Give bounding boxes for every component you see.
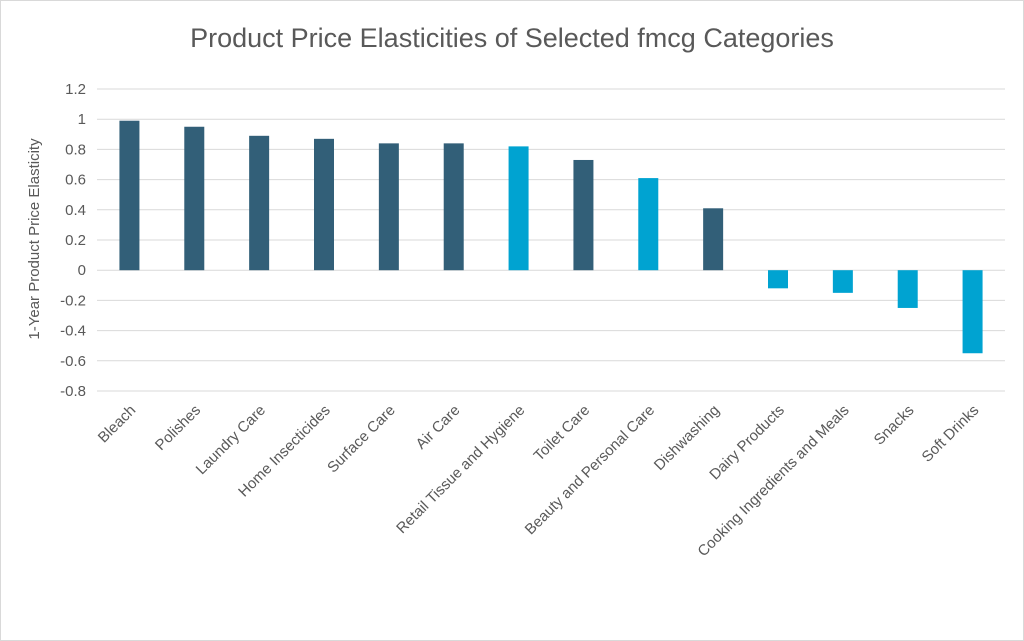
bar: [768, 270, 788, 289]
gridlines: [97, 88, 1005, 392]
bar: [443, 143, 464, 271]
x-category-label: Soft Drinks: [919, 402, 983, 466]
x-category-label: Bleach: [95, 402, 139, 446]
y-axis-ticks: 1.2 1 0.8 0.6 0.4 0.2 0 -0.2 -0.4 -0.6 -0.8: [60, 81, 86, 400]
y-tick-label: -0.8: [60, 383, 86, 400]
bar: [249, 135, 270, 271]
y-tick-label: 0: [78, 262, 86, 279]
y-tick-label: 1.2: [65, 81, 86, 98]
chart-title: Product Price Elasticities of Selected f…: [190, 23, 834, 53]
x-category-label: Polishes: [152, 402, 204, 454]
y-tick-label: 0.6: [65, 172, 86, 189]
x-category-label: Surface Care: [324, 402, 399, 477]
bar: [638, 178, 659, 271]
x-category-label: Beauty and Personal Care: [522, 402, 658, 538]
bar: [573, 159, 594, 271]
bar: [897, 270, 918, 308]
x-category-label: Dishwashing: [651, 402, 723, 474]
bar: [962, 270, 983, 354]
y-tick-label: 0.8: [65, 141, 86, 158]
y-tick-label: 0.2: [65, 232, 86, 249]
bar: [314, 138, 334, 271]
bar: [378, 143, 399, 271]
x-category-label: Snacks: [871, 402, 918, 449]
bar: [508, 146, 529, 271]
y-tick-label: -0.6: [60, 353, 86, 370]
bar: [184, 126, 205, 271]
x-category-label: Air Care: [413, 402, 464, 453]
y-tick-label: 1: [78, 111, 86, 128]
bar: [832, 270, 853, 293]
x-category-label: Retail Tissue and Hygiene: [393, 402, 528, 537]
y-tick-label: -0.4: [60, 323, 86, 340]
bars: [119, 120, 983, 354]
y-tick-label: 0.4: [65, 202, 86, 219]
y-tick-label: -0.2: [60, 292, 86, 309]
bar: [703, 208, 724, 271]
y-axis-label: 1-Year Product Price Elasticity: [26, 138, 43, 340]
bar: [119, 120, 140, 271]
x-category-label: Toilet Care: [531, 402, 594, 465]
